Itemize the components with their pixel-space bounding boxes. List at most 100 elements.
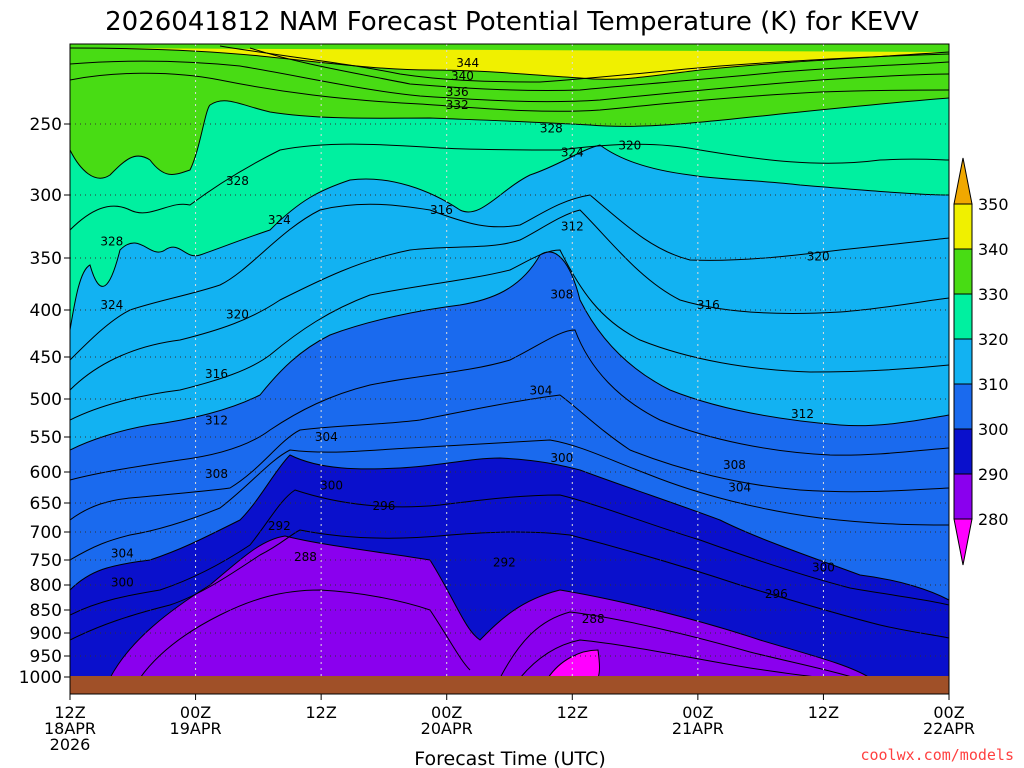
contour-lines [70,45,949,678]
chart-title: 2026041812 NAM Forecast Potential Temper… [105,7,919,37]
band-270 [548,650,600,678]
contour-line [70,60,949,103]
contour-line [70,194,949,361]
contour-label: 324 [561,145,584,159]
x-tick-label: 22APR [923,719,975,738]
contour-line [70,489,949,616]
y-axis: 250 300 350 400 450 500 550 600 650 700 750 800 850 9… [19,115,70,688]
contour-label: 300 [550,451,573,465]
colorbar-tick-label: 300 [978,420,1009,439]
colorbar-arrow-top [953,157,973,205]
y-tick-label: 300 [30,186,62,206]
contour-line [70,97,949,179]
contour-label: 312 [791,407,814,421]
contour-label: 344 [456,56,479,70]
y-tick-label: 900 [30,624,62,644]
contour-line [139,589,471,678]
y-tick-label: 500 [30,390,62,410]
contour-label: 316 [430,203,453,217]
contour-label: 320 [807,250,830,264]
contour-line [70,251,949,451]
colorbar-band [953,338,973,385]
credit-text: coolwx.com/models [860,746,1014,764]
contour-label: 304 [728,481,751,495]
contour-label: 300 [812,561,835,575]
contour-labels: 3443403363323283243203283243163123203283… [100,56,834,626]
x-tick-label: 20APR [421,719,473,738]
x-tick-label: 19APR [170,719,222,738]
y-tick-label: 400 [30,301,62,321]
contour-line [70,72,949,112]
contour-label: 308 [205,467,228,481]
contour-line [70,439,949,561]
contour-line [70,144,949,331]
colorbar-band [953,248,973,295]
colorbar-tick-label: 320 [978,330,1009,349]
colorbar-band [953,383,973,430]
contour-label: 312 [205,413,228,427]
contour-line [499,611,856,678]
x-tick-label: 12Z [305,703,336,722]
x-tick-label: 2026 [50,735,91,754]
contour-line [70,394,949,521]
y-tick-label: 550 [30,428,62,448]
contour-label: 296 [765,587,788,601]
x-tick-label: 00Z [933,703,964,722]
colorbar-band [953,428,973,475]
contour-label: 336 [446,85,469,99]
plot-frame [69,43,950,695]
x-tick-label: 00Z [431,703,462,722]
contour-line [70,209,949,391]
contour-label: 300 [320,479,343,493]
contour-line [70,329,949,481]
contour-label: 300 [111,576,134,590]
y-tick-label: 750 [30,551,62,571]
contour-label: 320 [618,138,641,152]
contour-label: 308 [723,458,746,472]
contour-label: 304 [315,430,338,444]
ground-strip [70,676,949,694]
contour-line [547,649,600,678]
y-tick-label: 850 [30,601,62,621]
contour-label: 328 [100,235,123,249]
x-axis-label: Forecast Time (UTC) [414,748,605,768]
contour-label: 288 [582,612,605,626]
y-tick-label: 700 [30,523,62,543]
x-tick-label: 18APR [44,719,96,738]
contour-label: 288 [294,550,317,564]
y-tick-label: 600 [30,463,62,483]
y-tick-label: 450 [30,348,62,368]
y-tick-label: 350 [30,249,62,269]
y-tick-label: 1000 [19,668,62,688]
contour-label: 324 [100,298,123,312]
contour-label: 296 [372,499,395,513]
band-280 [110,536,870,678]
x-tick-label: 00Z [682,703,713,722]
contour-line [70,47,949,80]
colorbar: 350 340 330 320 310 300 290 280 [953,157,1009,566]
plot-area [69,43,950,695]
y-tick-label: 250 [30,115,62,135]
colorbar-band [953,293,973,340]
contour-label: 304 [529,384,552,398]
contour-line [70,249,949,421]
contour-label: 320 [226,308,249,322]
y-tick-label: 800 [30,576,62,596]
contour-label: 292 [268,519,291,533]
contour-line [70,143,949,231]
y-tick-label: 950 [30,647,62,667]
y-tick-label: 650 [30,494,62,514]
contour-label: 292 [493,556,516,570]
x-tick-label: 00Z [180,703,211,722]
contour-line [249,47,949,92]
colorbar-tick-label: 330 [978,285,1009,304]
contour-label: 324 [268,213,291,227]
contour-label: 308 [550,287,573,301]
contour-line [70,454,949,601]
contour-label: 316 [205,367,228,381]
colorbar-arrow-bottom [953,518,973,566]
contour-label: 340 [451,69,474,83]
colorbar-tick-label: 350 [978,195,1009,214]
colorbar-tick-label: 290 [978,465,1009,484]
